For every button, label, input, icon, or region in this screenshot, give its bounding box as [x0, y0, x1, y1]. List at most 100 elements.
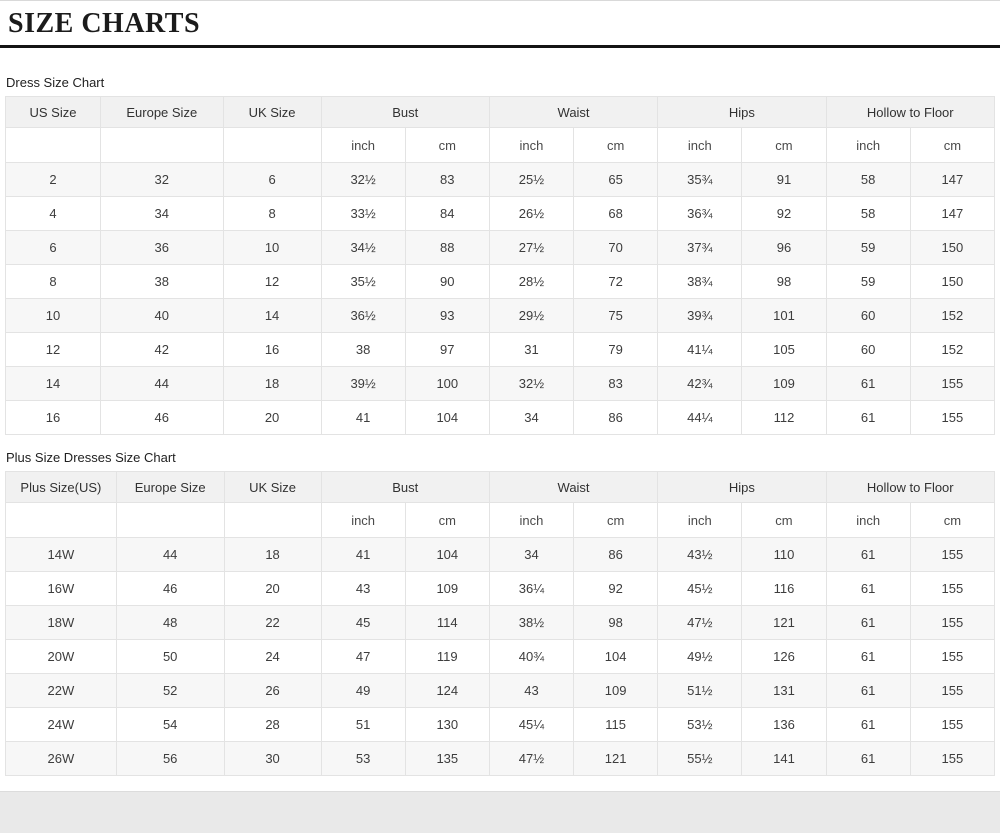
unit-header-empty: [5, 502, 117, 539]
cell: 18W: [5, 605, 117, 641]
cell: 58: [825, 196, 911, 232]
unit-header-hollow-to-floor-inch: inch: [825, 502, 911, 539]
cell: 26W: [5, 741, 117, 777]
cell: 61: [825, 366, 911, 402]
cell: 8: [222, 196, 322, 232]
cell: 14W: [5, 537, 117, 573]
cell: 34: [488, 400, 575, 436]
cell: 39¾: [657, 298, 743, 334]
table-row: 22W 52 26 49 124 43 109 51½ 131 61 155: [5, 673, 996, 709]
cell: 41¼: [657, 332, 743, 368]
unit-header-hollow-to-floor-cm: cm: [909, 502, 996, 539]
table-row: 16W 46 20 43 109 36¼ 92 45½ 116 61 155: [5, 571, 996, 607]
cell: 6: [5, 230, 101, 266]
cell: 38½: [488, 605, 575, 641]
page-header: SIZE CHARTS: [0, 1, 1000, 40]
cell: 40¾: [488, 639, 575, 675]
cell: 109: [573, 673, 659, 709]
cell: 54: [115, 707, 225, 743]
cell: 79: [573, 332, 659, 368]
cell: 155: [909, 537, 996, 573]
cell: 28: [223, 707, 322, 743]
cell: 126: [741, 639, 827, 675]
column-header-uk-size: UK Size: [223, 471, 322, 504]
plus-size-chart-caption: Plus Size Dresses Size Chart: [6, 450, 176, 466]
cell: 136: [741, 707, 827, 743]
unit-header-hips-inch: inch: [657, 502, 743, 539]
unit-header-row: inch cm inch cm inch cm inch cm: [5, 502, 996, 539]
cell: 109: [741, 366, 827, 402]
table-row: 4 34 8 33½ 84 26½ 68 36¾ 92 58 147: [5, 196, 996, 232]
cell: 34½: [320, 230, 406, 266]
cell: 61: [825, 639, 911, 675]
cell: 92: [741, 196, 827, 232]
cell: 46: [115, 571, 225, 607]
unit-header-hips-inch: inch: [657, 127, 743, 164]
unit-header-waist-inch: inch: [488, 502, 575, 539]
cell: 130: [404, 707, 490, 743]
cell: 155: [909, 673, 996, 709]
unit-header-bust-inch: inch: [320, 127, 406, 164]
column-header-europe-size: Europe Size: [99, 96, 224, 129]
cell: 60: [825, 332, 911, 368]
table-row: 18W 48 22 45 114 38½ 98 47½ 121 61 155: [5, 605, 996, 641]
cell: 96: [741, 230, 827, 266]
cell: 60: [825, 298, 911, 334]
unit-header-waist-inch: inch: [488, 127, 575, 164]
cell: 68: [573, 196, 659, 232]
cell: 6: [222, 162, 322, 198]
cell: 152: [909, 298, 996, 334]
unit-header-empty: [99, 127, 224, 164]
cell: 61: [825, 400, 911, 436]
dress-size-chart-caption: Dress Size Chart: [6, 75, 105, 91]
unit-header-bust-cm: cm: [404, 127, 490, 164]
column-header-bust: Bust: [320, 96, 490, 129]
cell: 61: [825, 707, 911, 743]
cell: 16: [5, 400, 101, 436]
cell: 155: [909, 639, 996, 675]
unit-header-waist-cm: cm: [573, 127, 659, 164]
column-header-waist: Waist: [488, 471, 659, 504]
column-header-plus-size-us: Plus Size(US): [5, 471, 117, 504]
cell: 24W: [5, 707, 117, 743]
cell: 110: [741, 537, 827, 573]
cell: 150: [909, 264, 996, 300]
cell: 48: [115, 605, 225, 641]
cell: 105: [741, 332, 827, 368]
header-row: Plus Size(US) Europe Size UK Size Bust Waist…: [5, 471, 996, 504]
cell: 8: [5, 264, 101, 300]
cell: 12: [5, 332, 101, 368]
cell: 46: [99, 400, 224, 436]
cell: 90: [404, 264, 490, 300]
cell: 147: [909, 162, 996, 198]
cell: 152: [909, 332, 996, 368]
cell: 100: [404, 366, 490, 402]
cell: 42¾: [657, 366, 743, 402]
column-header-bust: Bust: [320, 471, 490, 504]
cell: 104: [404, 537, 490, 573]
unit-header-empty: [115, 502, 225, 539]
cell: 83: [573, 366, 659, 402]
cell: 65: [573, 162, 659, 198]
cell: 37¾: [657, 230, 743, 266]
cell: 16W: [5, 571, 117, 607]
cell: 20: [223, 571, 322, 607]
cell: 41: [320, 400, 406, 436]
unit-header-hips-cm: cm: [741, 127, 827, 164]
table-row: 6 36 10 34½ 88 27½ 70 37¾ 96 59 150: [5, 230, 996, 266]
cell: 10: [222, 230, 322, 266]
cell: 32½: [488, 366, 575, 402]
cell: 101: [741, 298, 827, 334]
table-row: 12 42 16 38 97 31 79 41¼ 105 60 152: [5, 332, 996, 368]
cell: 44: [115, 537, 225, 573]
cell: 155: [909, 707, 996, 743]
cell: 38¾: [657, 264, 743, 300]
cell: 44¼: [657, 400, 743, 436]
cell: 47: [320, 639, 406, 675]
page-title: SIZE CHARTS: [8, 8, 201, 39]
cell: 2: [5, 162, 101, 198]
cell: 56: [115, 741, 225, 777]
cell: 61: [825, 741, 911, 777]
column-header-hollow-to-floor: Hollow to Floor: [825, 471, 996, 504]
unit-header-hips-cm: cm: [741, 502, 827, 539]
